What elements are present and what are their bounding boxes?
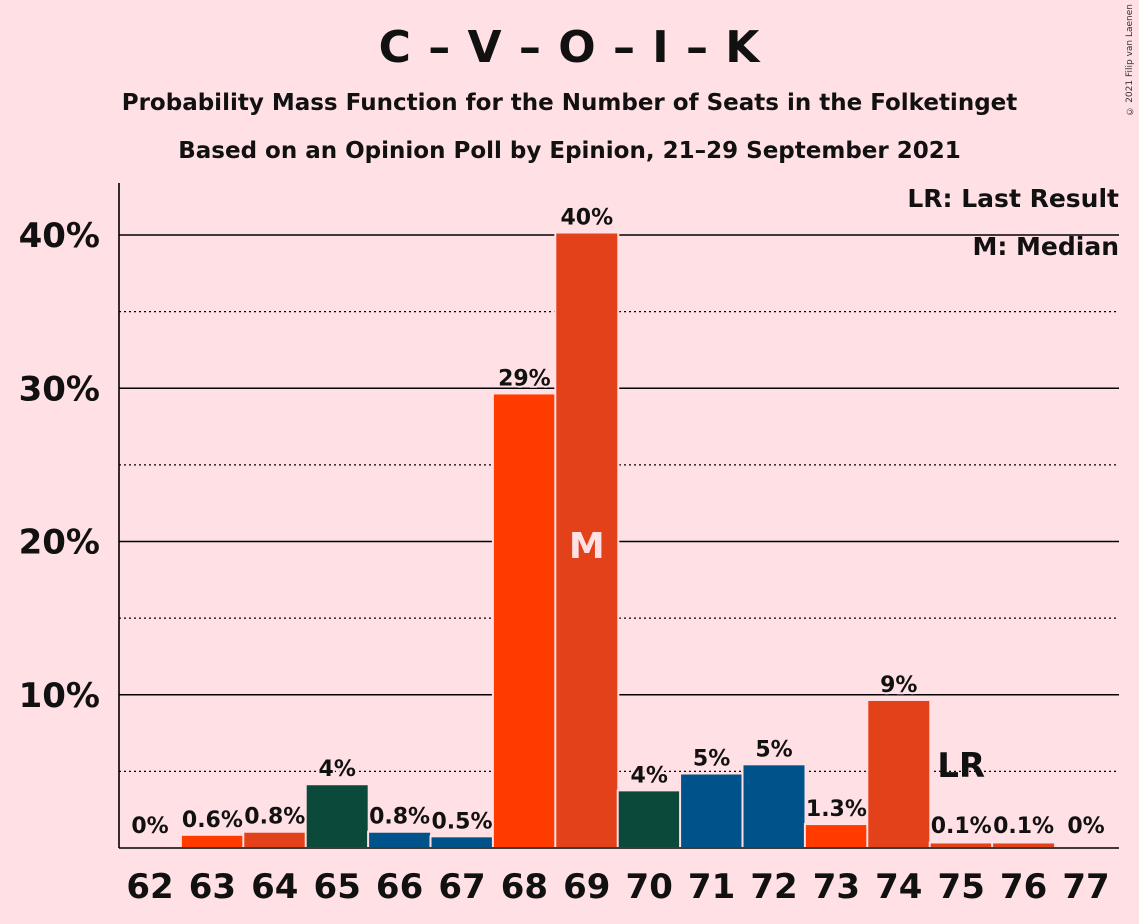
x-tick-label: 75 bbox=[938, 867, 985, 907]
bar-value-label: 0.1% bbox=[993, 814, 1054, 839]
bar-value-label: 4% bbox=[631, 763, 668, 788]
x-tick-label: 72 bbox=[750, 867, 797, 907]
bar-value-label: 0% bbox=[1067, 814, 1104, 839]
bar-value-label: 0.8% bbox=[369, 805, 430, 830]
x-tick-label: 68 bbox=[501, 867, 548, 907]
chart-title: C – V – O – I – K bbox=[378, 22, 761, 73]
x-tick-label: 70 bbox=[626, 867, 673, 907]
bar-value-label: 5% bbox=[693, 747, 730, 772]
y-tick-label: 30% bbox=[19, 369, 100, 409]
x-tick-label: 63 bbox=[189, 867, 236, 907]
bar-value-label: 40% bbox=[560, 206, 613, 231]
x-tick-label: 77 bbox=[1062, 867, 1109, 907]
bar-65 bbox=[304, 783, 370, 849]
bar-72 bbox=[741, 763, 807, 849]
bar-value-label: 4% bbox=[319, 757, 356, 782]
bar-64 bbox=[242, 830, 308, 849]
x-tick-label: 73 bbox=[813, 867, 860, 907]
bar-70 bbox=[616, 789, 682, 849]
bar-value-label: 29% bbox=[498, 366, 551, 391]
x-tick-label: 62 bbox=[126, 867, 173, 907]
bar-value-label: 9% bbox=[880, 673, 917, 698]
x-tick-label: 65 bbox=[314, 867, 361, 907]
last-result-marker: LR bbox=[937, 746, 985, 786]
bar-value-label: 0.8% bbox=[244, 805, 305, 830]
bar-67 bbox=[429, 835, 495, 850]
bar-73 bbox=[803, 823, 869, 850]
bar-75 bbox=[928, 841, 994, 850]
bar-74 bbox=[866, 698, 932, 849]
chart-source-line: Based on an Opinion Poll by Epinion, 21–… bbox=[178, 138, 961, 164]
bar-71 bbox=[679, 772, 745, 850]
x-tick-label: 76 bbox=[1000, 867, 1047, 907]
bar-69 bbox=[554, 231, 620, 850]
bar-68 bbox=[491, 392, 557, 849]
x-tick-label: 66 bbox=[376, 867, 423, 907]
bar-value-label: 1.3% bbox=[806, 797, 867, 822]
legend-median: M: Median bbox=[972, 232, 1119, 261]
legend-last-result: LR: Last Result bbox=[907, 184, 1119, 213]
median-marker: M bbox=[569, 526, 605, 567]
y-tick-label: 40% bbox=[19, 216, 100, 256]
x-tick-label: 64 bbox=[251, 867, 298, 907]
bar-value-label: 5% bbox=[755, 737, 792, 762]
chart-subtitle: Probability Mass Function for the Number… bbox=[121, 90, 1018, 116]
x-tick-label: 74 bbox=[875, 867, 922, 907]
y-tick-label: 10% bbox=[19, 676, 100, 716]
bar-value-label: 0.1% bbox=[931, 814, 992, 839]
x-tick-label: 67 bbox=[438, 867, 485, 907]
x-tick-label: 71 bbox=[688, 867, 735, 907]
x-tick-label: 69 bbox=[563, 867, 610, 907]
y-tick-label: 20% bbox=[19, 523, 100, 563]
bar-63 bbox=[179, 833, 245, 849]
bar-value-label: 0.5% bbox=[431, 809, 492, 834]
bar-66 bbox=[367, 830, 433, 849]
bar-value-label: 0.6% bbox=[182, 808, 243, 833]
bar-value-label: 0% bbox=[131, 814, 168, 839]
bar-76 bbox=[991, 841, 1057, 850]
